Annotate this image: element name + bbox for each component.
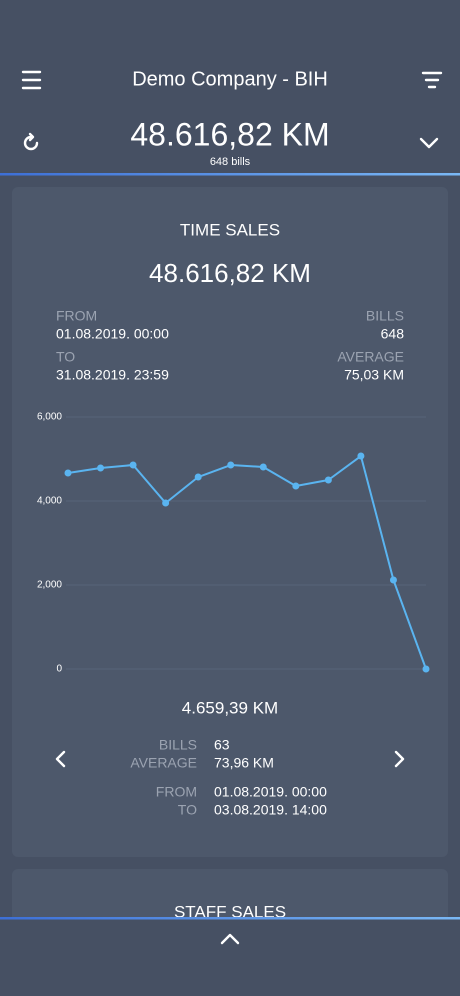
label: BILLS (159, 737, 197, 753)
point (129, 461, 137, 469)
point (389, 576, 397, 584)
header-total: 48.616,82 KM (130, 116, 329, 152)
label: FROM (56, 308, 97, 324)
point (357, 452, 365, 460)
y-tick-label: 6,000 (37, 412, 62, 423)
filter-button[interactable] (421, 71, 443, 89)
value: 31.08.2019. 23:59 (56, 367, 169, 383)
value: 03.08.2019. 14:00 (214, 802, 327, 818)
expand-button[interactable] (419, 137, 439, 149)
chart: 0 2,000 4,000 6,000 (37, 412, 430, 675)
point (162, 499, 170, 507)
label: FROM (156, 784, 197, 800)
time-sales-card (12, 187, 448, 857)
card-total: 48.616,82 KM (149, 258, 311, 288)
value: 63 (214, 737, 230, 753)
company-title: Demo Company - BIH (132, 68, 328, 90)
label: BILLS (366, 308, 404, 324)
card-title: TIME SALES (180, 220, 280, 239)
prev-button[interactable] (55, 750, 66, 768)
value: 75,03 KM (344, 367, 404, 383)
point (292, 482, 300, 490)
point (422, 665, 430, 673)
divider (0, 173, 460, 176)
label: AVERAGE (337, 349, 404, 365)
value: 648 (381, 326, 405, 342)
y-tick-label: 2,000 (37, 580, 62, 591)
card-title: STAFF SALES (174, 902, 286, 921)
point (259, 463, 267, 471)
point (324, 476, 332, 484)
label: TO (178, 802, 197, 818)
divider (0, 917, 460, 920)
y-tick-label: 4,000 (37, 496, 62, 507)
point (97, 464, 105, 472)
label: TO (56, 349, 75, 365)
point (194, 473, 202, 481)
refresh-button[interactable] (23, 132, 39, 151)
value: 01.08.2019. 00:00 (56, 326, 169, 342)
header-bills: 648 bills (210, 156, 251, 168)
value: 01.08.2019. 00:00 (214, 784, 327, 800)
point (227, 461, 235, 469)
y-tick-label: 0 (56, 664, 62, 675)
next-button[interactable] (394, 750, 405, 768)
selected-total: 4.659,39 KM (182, 698, 278, 717)
menu-button[interactable] (21, 70, 42, 90)
bottom-bar (0, 919, 460, 996)
point (64, 469, 72, 477)
collapse-button[interactable] (220, 933, 240, 945)
line (67, 455, 427, 670)
label: AVERAGE (130, 755, 197, 771)
value: 73,96 KM (214, 755, 274, 771)
